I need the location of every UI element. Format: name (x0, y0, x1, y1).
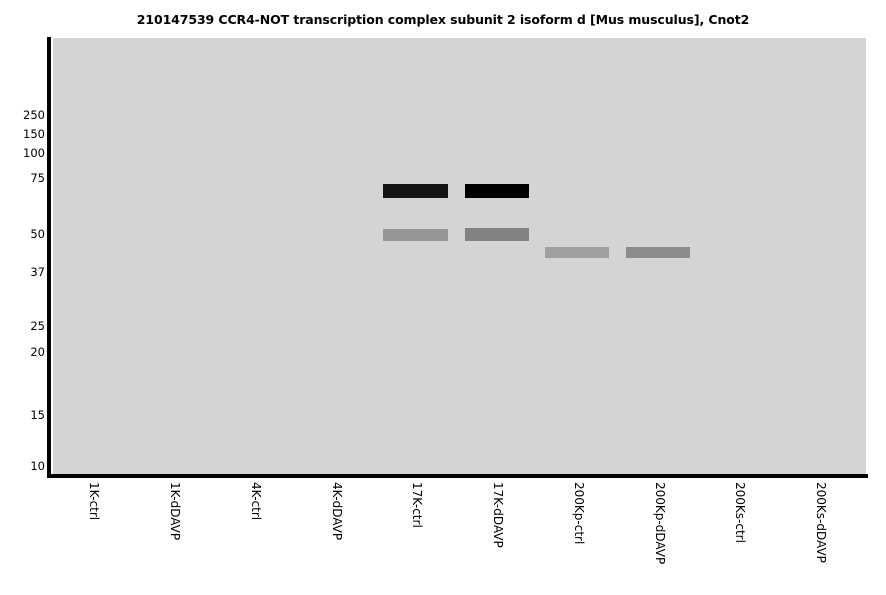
page-title: 210147539 CCR4-NOT transcription complex… (136, 12, 750, 27)
x-axis-tick-label: 4K-ctrl (249, 482, 263, 521)
blot-band (465, 228, 529, 241)
x-axis-tick-label: 1K-ctrl (87, 482, 101, 521)
x-axis-tick-label: 200Kp-ctrl (572, 482, 586, 545)
x-axis-tick-label: 200Kp-dDAVP (653, 482, 667, 565)
y-axis-tick-label: 10 (30, 459, 45, 473)
y-axis-tick-labels: 250 150 100 75 50 37 25 20 15 10 (0, 0, 45, 595)
y-axis-tick-label: 75 (30, 171, 45, 185)
y-axis-tick-label: 15 (30, 408, 45, 422)
y-axis-line (47, 37, 51, 478)
x-axis-tick-label: 200Ks-ctrl (733, 482, 747, 543)
x-axis-tick-label: 17K-ctrl (410, 482, 424, 528)
y-axis-tick-label: 25 (30, 319, 45, 333)
blot-band (383, 229, 448, 241)
blot-band (545, 247, 609, 258)
blot-band (626, 247, 690, 258)
x-axis-tick-label: 17K-dDAVP (491, 482, 505, 548)
x-axis-tick-label: 200Ks-dDAVP (814, 482, 828, 563)
x-axis-tick-label: 4K-dDAVP (330, 482, 344, 541)
y-axis-tick-label: 150 (23, 127, 45, 141)
y-axis-tick-label: 250 (23, 108, 45, 122)
y-axis-tick-label: 20 (30, 345, 45, 359)
x-axis-tick-label: 1K-dDAVP (168, 482, 182, 541)
y-axis-tick-label: 37 (30, 265, 45, 279)
y-axis-tick-label: 50 (30, 227, 45, 241)
plot-area (53, 38, 866, 475)
y-axis-tick-label: 100 (23, 146, 45, 160)
x-axis-line (47, 474, 868, 478)
blot-band (465, 184, 529, 198)
blot-band (383, 184, 448, 198)
